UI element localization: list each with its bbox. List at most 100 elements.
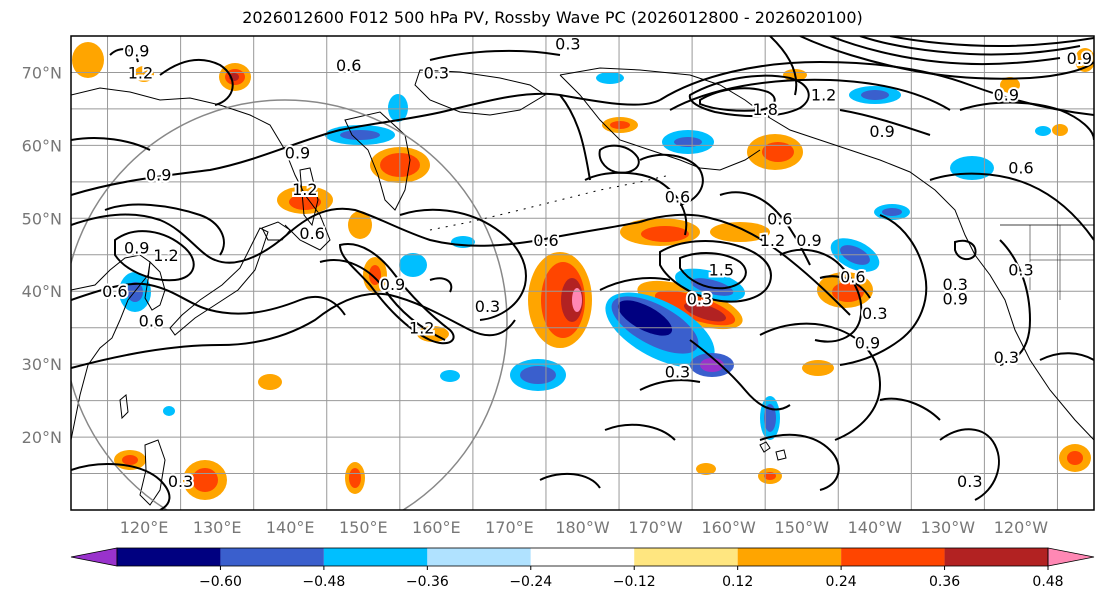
pv-contour xyxy=(604,423,676,441)
pv-contour xyxy=(159,58,234,106)
lat-label: 50°N xyxy=(22,209,62,228)
coastline-japan xyxy=(169,227,269,336)
contour-label: 0.3 xyxy=(957,472,982,491)
coastline-taiwan xyxy=(119,394,129,420)
coastline-hawaii xyxy=(759,441,787,461)
pv-anomaly-blob xyxy=(388,94,408,122)
colorbar-segment xyxy=(117,548,221,566)
contour-label: 0.9 xyxy=(869,122,894,141)
colorbar-segment xyxy=(841,548,945,566)
lon-label: 170°W xyxy=(628,518,683,537)
pv-contour xyxy=(639,153,704,206)
contour-label: 0.9 xyxy=(1067,49,1092,68)
pv-contour xyxy=(688,74,810,118)
contour-label: 0.3 xyxy=(687,290,712,309)
pv-contour xyxy=(71,137,151,151)
colorbar-segment xyxy=(323,548,428,566)
pv-contour xyxy=(71,207,641,264)
lon-label: 160°E xyxy=(412,518,461,537)
coastline-sakhalin xyxy=(299,167,319,227)
pv-anomaly-blob xyxy=(674,137,702,147)
lon-label: 170°E xyxy=(485,518,534,537)
coastlines xyxy=(71,67,1094,506)
colorbar-segment xyxy=(427,548,531,566)
lat-lon-grid xyxy=(71,36,1094,510)
lon-label: 150°W xyxy=(775,518,830,537)
coastline-korea xyxy=(144,260,166,311)
pv-contour xyxy=(659,240,772,303)
pv-anomaly-blob xyxy=(440,370,460,382)
contour-label: 0.3 xyxy=(942,275,967,294)
contour-label: 1.2 xyxy=(292,180,317,199)
contour-label: 0.3 xyxy=(1008,260,1033,279)
pv-anomaly-blob xyxy=(802,360,834,376)
pv-contour xyxy=(679,252,747,290)
pv-contour xyxy=(429,49,561,61)
coastline-east-asia xyxy=(71,254,151,441)
colorbar-label: −0.48 xyxy=(302,574,345,590)
contour-label: 0.6 xyxy=(840,268,865,287)
colorbar-label: −0.60 xyxy=(199,574,242,590)
pv-contour xyxy=(759,433,840,491)
contour-label: 0.3 xyxy=(994,348,1019,367)
pv-contour xyxy=(559,94,591,181)
longitude-labels: 120°E 130°E 140°E 150°E 160°E 170°E 180°W 170°W… xyxy=(120,518,1049,537)
pv-contours xyxy=(71,36,1094,510)
contour-label: 0.3 xyxy=(168,472,193,491)
pv-contour xyxy=(399,208,527,321)
lon-label: 120°E xyxy=(120,518,169,537)
lon-label: 120°W xyxy=(994,518,1049,537)
pv-anomaly-blob xyxy=(1067,451,1083,465)
coastline-chukotka xyxy=(414,69,546,116)
contour-label: 0.6 xyxy=(1008,158,1033,177)
pv-contour xyxy=(769,36,798,96)
lon-label: 140°W xyxy=(848,518,903,537)
contour-label: 1.2 xyxy=(128,63,153,82)
colorbar-frame xyxy=(116,547,1049,567)
contour-label: 0.9 xyxy=(942,290,967,309)
pv-contour xyxy=(689,339,791,411)
contour-label: 1.8 xyxy=(752,100,777,119)
pv-contour xyxy=(669,78,951,111)
colorbar-label: 0.36 xyxy=(929,574,960,590)
contour-label: 0.6 xyxy=(767,209,792,228)
pv-contour xyxy=(598,144,640,174)
pv-anomaly-blob xyxy=(596,72,624,84)
colorbar: −0.60 −0.48 −0.36 −0.24 −0.12 0.12 0.24 0.36 0.4… xyxy=(70,547,1095,590)
coastline-siberia xyxy=(71,87,331,251)
pv-anomaly-blob xyxy=(340,130,380,140)
pv-contour xyxy=(1039,352,1094,361)
pv-contour xyxy=(599,277,671,291)
contour-label: 1.2 xyxy=(153,246,178,265)
pv-contour xyxy=(699,87,776,112)
pv-contour xyxy=(109,48,139,63)
pv-anomaly-blob xyxy=(192,468,218,492)
contour-label: 0.6 xyxy=(102,282,127,301)
contour-label: 0.9 xyxy=(146,166,171,185)
contour-label: 0.3 xyxy=(862,304,887,323)
contour-label: 0.3 xyxy=(475,297,500,316)
pv-anomaly-blob xyxy=(617,300,673,336)
pv-anomaly-blob xyxy=(258,374,282,390)
lon-label: 140°E xyxy=(266,518,315,537)
pv-contour xyxy=(71,92,661,196)
pv-contour xyxy=(779,248,863,343)
pv-contour xyxy=(859,36,1081,56)
latitude-labels: 70°N 60°N 50°N 40°N 30°N 20°N xyxy=(22,63,62,447)
pv-anomaly-blob xyxy=(349,468,361,488)
pv-contour xyxy=(759,322,882,441)
pv-contour xyxy=(71,282,346,316)
pv-contour xyxy=(839,109,931,136)
coastline-kamchatka xyxy=(344,111,411,211)
coastline-philippines xyxy=(139,439,166,506)
colorbar-segment xyxy=(530,548,635,566)
contour-label: 0.3 xyxy=(555,34,580,53)
contour-label: 1.2 xyxy=(760,231,785,250)
contour-label: 0.6 xyxy=(299,224,324,243)
colorbar-label: −0.24 xyxy=(509,574,552,590)
pv-anomaly-blob xyxy=(134,66,154,82)
pv-contour xyxy=(839,214,928,366)
pv-anomaly-blob xyxy=(641,226,689,242)
pv-contour xyxy=(879,397,941,421)
